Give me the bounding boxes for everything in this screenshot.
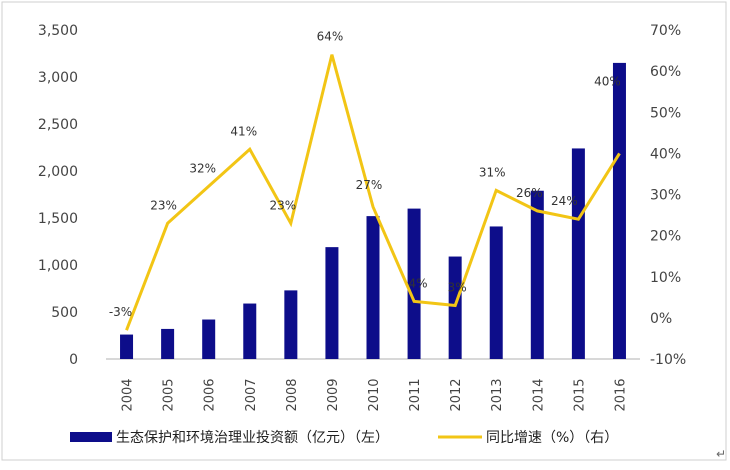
data-label-2015: 24%	[551, 194, 578, 208]
chart-border	[1, 1, 727, 461]
y-left-tick-6: 3,000	[38, 70, 78, 86]
y-right-tick-8: 70%	[650, 23, 681, 39]
y-left-tick-4: 2,000	[38, 164, 78, 180]
data-label-2007: 41%	[230, 124, 257, 138]
bar-2011	[407, 208, 421, 359]
data-label-2006: 32%	[189, 161, 216, 175]
growth-line	[125, 54, 621, 331]
y-left-tick-1: 500	[51, 305, 78, 321]
data-label-2010: 27%	[356, 178, 383, 192]
legend-bar-swatch	[70, 432, 112, 442]
y-right-tick-4: 30%	[650, 188, 681, 204]
data-label-2014: 26%	[516, 186, 543, 200]
bar-2014	[530, 190, 544, 359]
data-label-2005: 23%	[150, 198, 177, 212]
data-label-2004: -3%	[109, 305, 132, 319]
x-tick-2004: 2004	[121, 378, 136, 411]
y-left-tick-5: 2,500	[38, 117, 78, 133]
y-right-tick-2: 10%	[650, 270, 681, 286]
bar-2015	[571, 148, 585, 359]
legend: 生态保护和环境治理业投资额（亿元）（左） 同比增速（%）（右）	[70, 430, 618, 446]
data-label-2008: 23%	[270, 198, 297, 212]
bar-2010	[366, 216, 380, 359]
bar-2008	[284, 290, 298, 359]
line-series	[125, 54, 621, 331]
bar-2006	[202, 319, 216, 359]
bar-2005	[161, 328, 175, 359]
bar-2007	[243, 303, 257, 359]
x-tick-2007: 2007	[244, 378, 259, 411]
bar-2009	[325, 247, 339, 359]
data-label-2011: 4%	[409, 276, 428, 290]
y-right-tick-1: 0%	[650, 311, 672, 327]
bar-2016	[612, 62, 626, 360]
x-tick-2010: 2010	[367, 378, 382, 411]
y-axis-left-ticks: 0 500 1,000 1,500 2,000 2,500 3,000 3,500	[38, 23, 78, 368]
x-tick-2006: 2006	[203, 378, 218, 411]
bar-2004	[120, 334, 134, 359]
y-left-tick-2: 1,000	[38, 258, 78, 274]
data-label-2016: 40%	[594, 74, 621, 88]
x-tick-2015: 2015	[572, 378, 587, 411]
y-right-tick-0: -10%	[650, 352, 686, 368]
x-tick-2014: 2014	[531, 378, 546, 411]
x-axis-ticks: 2004 2005 2006 2007 2008 2009 2010 2011 2012 2013…	[121, 378, 629, 411]
legend-bar-label: 生态保护和环境治理业投资额（亿元）（左）	[116, 430, 389, 446]
legend-line-label: 同比增速（%）（右）	[486, 430, 618, 446]
bar-series	[120, 62, 626, 360]
x-tick-2016: 2016	[613, 378, 628, 411]
y-left-tick-3: 1,500	[38, 211, 78, 227]
bar-2012	[448, 256, 462, 359]
y-right-tick-7: 60%	[650, 64, 681, 80]
data-label-2013: 31%	[479, 165, 506, 179]
x-tick-2011: 2011	[408, 378, 423, 411]
x-tick-2008: 2008	[285, 378, 300, 411]
y-left-tick-0: 0	[69, 352, 78, 368]
y-axis-right-ticks: -10% 0% 10% 20% 30% 40% 50% 60% 70%	[650, 23, 686, 368]
x-tick-2013: 2013	[490, 378, 505, 411]
y-left-tick-7: 3,500	[38, 23, 78, 39]
x-tick-2009: 2009	[326, 378, 341, 411]
data-label-2009: 64%	[317, 30, 344, 44]
data-label-2012: 3%	[448, 281, 467, 295]
y-right-tick-5: 40%	[650, 146, 681, 162]
bar-2013	[489, 226, 503, 359]
x-tick-2005: 2005	[162, 378, 177, 411]
y-right-tick-6: 50%	[650, 105, 681, 121]
return-mark: ↵	[716, 447, 726, 461]
data-labels: -3% 23% 32% 41% 23% 64% 27% 4% 3% 31% 26% 24% 40%	[109, 30, 621, 320]
x-tick-2012: 2012	[449, 378, 464, 411]
y-right-tick-3: 20%	[650, 229, 681, 245]
